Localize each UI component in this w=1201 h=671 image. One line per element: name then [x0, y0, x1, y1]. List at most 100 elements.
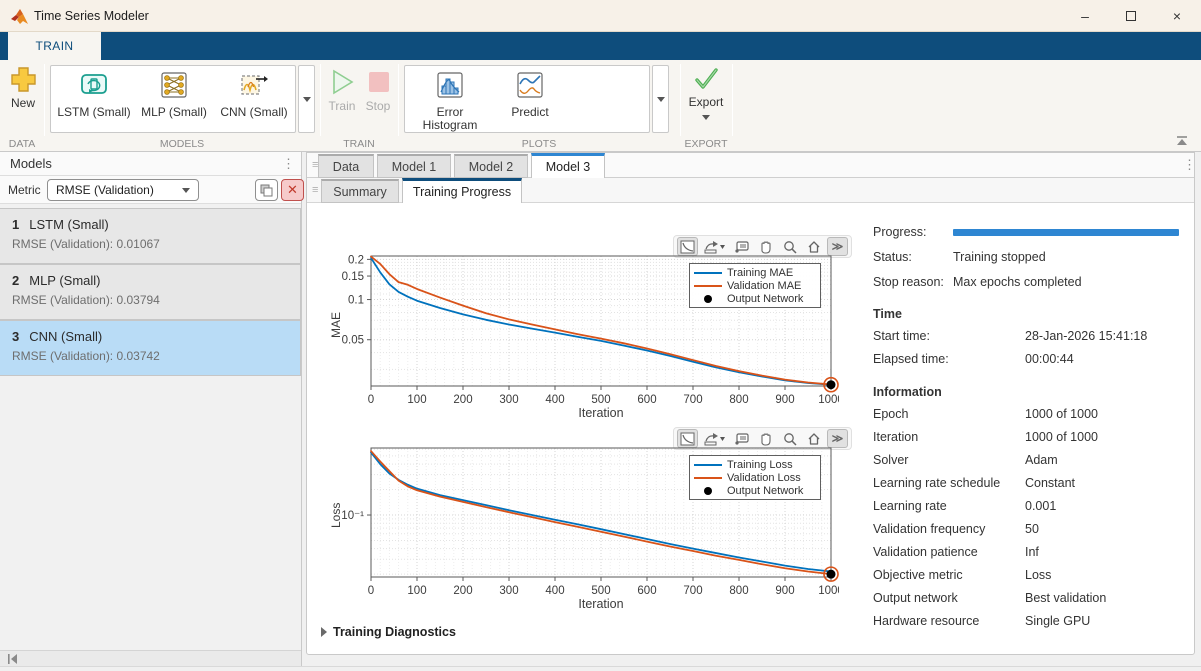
- svg-text:200: 200: [453, 585, 472, 597]
- gallery-item-cnn[interactable]: CNN (Small): [211, 70, 297, 130]
- svg-text:300: 300: [499, 394, 518, 406]
- zoom-icon[interactable]: [779, 429, 800, 448]
- svg-text:900: 900: [775, 394, 794, 406]
- elapsed-time-row: Elapsed time: 00:00:44: [873, 352, 1074, 366]
- ribbon-tab-strip: TRAIN: [0, 32, 1201, 60]
- plots-gallery-dropdown[interactable]: [652, 65, 669, 133]
- svg-text:Iteration: Iteration: [578, 406, 623, 420]
- panel-menu-icon[interactable]: ⋮: [282, 156, 295, 171]
- models-gallery: LSTM (Small) MLP (Small): [50, 65, 296, 133]
- data-tips-icon[interactable]: [731, 237, 752, 256]
- delete-x-icon: ✕: [287, 182, 298, 197]
- svg-text:500: 500: [591, 394, 610, 406]
- svg-text:0.05: 0.05: [342, 335, 364, 347]
- output-network-marker: [704, 295, 712, 303]
- tab-training-progress[interactable]: Training Progress: [402, 178, 522, 203]
- tab-train[interactable]: TRAIN: [8, 32, 101, 60]
- more-tools-icon[interactable]: ≫: [827, 429, 848, 448]
- svg-text:200: 200: [453, 394, 472, 406]
- duplicate-model-button[interactable]: [255, 179, 278, 201]
- more-tools-icon[interactable]: ≫: [827, 237, 848, 256]
- svg-text:500: 500: [591, 585, 610, 597]
- chart-toolbar: ≫: [673, 235, 852, 258]
- svg-text:400: 400: [545, 585, 564, 597]
- training-diagnostics-label: Training Diagnostics: [333, 625, 456, 639]
- svg-text:100: 100: [407, 394, 426, 406]
- export-button[interactable]: Export: [684, 66, 728, 123]
- zoom-icon[interactable]: [779, 237, 800, 256]
- gallery-item-lstm[interactable]: LSTM (Small): [51, 70, 137, 130]
- maximize-button[interactable]: [1108, 0, 1154, 31]
- tabbar-grip-icon[interactable]: ≡: [312, 184, 319, 196]
- save-plot-icon[interactable]: [677, 237, 698, 256]
- gallery-item-predict[interactable]: Predict: [487, 70, 573, 130]
- panel-collapse-bar[interactable]: [0, 650, 301, 666]
- plots-gallery: Error Histogram Predict: [404, 65, 650, 133]
- models-gallery-dropdown[interactable]: [298, 65, 315, 133]
- info-row-validation-patience: Validation patience Inf: [873, 545, 1039, 559]
- restore-view-icon[interactable]: [803, 429, 824, 448]
- time-section-header: Time: [873, 307, 902, 321]
- svg-text:0.2: 0.2: [348, 254, 364, 266]
- window-bottom-edge: [0, 666, 1201, 671]
- loss-chart[interactable]: 0 100 200 300 400 500 600 700 800 900 1000 10⁻¹ Iter…: [333, 441, 839, 613]
- status-row: Status: Training stopped: [873, 250, 1046, 264]
- pan-icon[interactable]: [755, 237, 776, 256]
- info-row-iteration: Iteration 1000 of 1000: [873, 430, 1098, 444]
- gallery-item-error-histogram[interactable]: Error Histogram: [407, 70, 493, 132]
- info-row-lr-schedule: Learning rate schedule Constant: [873, 476, 1076, 490]
- info-row-epoch: Epoch 1000 of 1000: [873, 407, 1098, 421]
- model-list-item-lstm[interactable]: 1 LSTM (Small) RMSE (Validation): 0.01067: [0, 208, 301, 264]
- model-list-item-mlp[interactable]: 2 MLP (Small) RMSE (Validation): 0.03794: [0, 264, 301, 320]
- collapse-ribbon-icon[interactable]: [1174, 134, 1190, 148]
- pan-icon[interactable]: [755, 429, 776, 448]
- gallery-item-mlp[interactable]: MLP (Small): [131, 70, 217, 130]
- svg-text:600: 600: [637, 394, 656, 406]
- loss-chart-legend: Training Loss Validation Loss Output Net…: [689, 455, 821, 500]
- info-row-solver: Solver Adam: [873, 453, 1058, 467]
- tab-model-2[interactable]: Model 2: [454, 154, 528, 178]
- metric-dropdown[interactable]: RMSE (Validation): [47, 179, 199, 201]
- tab-data[interactable]: Data: [318, 154, 374, 178]
- toolbar-divider: [44, 64, 45, 136]
- stop-button[interactable]: Stop: [360, 68, 396, 113]
- restore-view-icon[interactable]: [803, 237, 824, 256]
- progress-row: Progress:: [873, 225, 1191, 245]
- info-row-hardware-resource: Hardware resource Single GPU: [873, 614, 1091, 628]
- delete-model-button[interactable]: ✕: [281, 179, 304, 201]
- tabbar-grip-icon[interactable]: ≡: [312, 159, 319, 171]
- new-plus-icon: [10, 67, 36, 92]
- tabbar-menu-icon[interactable]: ⋮: [1183, 157, 1196, 172]
- svg-text:1000: 1000: [818, 585, 839, 597]
- view-tab-bar: ≡ Summary Training Progress: [307, 178, 1194, 203]
- new-button[interactable]: New: [6, 66, 40, 110]
- tab-model-3[interactable]: Model 3: [531, 153, 605, 178]
- mae-chart[interactable]: 0 100 200 300 400 500 600 700 800 900 1000 0.05 0.1 0…: [333, 249, 839, 421]
- models-panel: Models ⋮ Metric RMSE (Validation) ✕ 1 LST…: [0, 152, 304, 666]
- metric-row: Metric RMSE (Validation) ✕: [0, 176, 304, 204]
- train-button[interactable]: Train: [324, 68, 360, 113]
- info-row-objective-metric: Objective metric Loss: [873, 568, 1052, 582]
- tab-summary[interactable]: Summary: [321, 179, 399, 203]
- training-diagnostics-expander[interactable]: Training Diagnostics: [321, 625, 456, 639]
- toolbar-divider: [320, 64, 321, 136]
- tab-model-1[interactable]: Model 1: [377, 154, 451, 178]
- model-list-item-cnn[interactable]: 3 CNN (Small) RMSE (Validation): 0.03742: [0, 320, 301, 376]
- svg-text:600: 600: [637, 585, 656, 597]
- svg-text:900: 900: [775, 585, 794, 597]
- export-icon[interactable]: [701, 429, 728, 448]
- section-label-train: TRAIN: [343, 138, 375, 150]
- svg-text:800: 800: [729, 394, 748, 406]
- data-tips-icon[interactable]: [731, 429, 752, 448]
- svg-text:0: 0: [368, 585, 374, 597]
- minimize-button[interactable]: –: [1081, 7, 1089, 24]
- close-button[interactable]: ×: [1172, 7, 1182, 24]
- toolbar-divider: [732, 64, 733, 136]
- stop-reason-row: Stop reason: Max epochs completed: [873, 275, 1082, 289]
- section-label-models: MODELS: [159, 138, 205, 150]
- chevron-down-icon: [702, 115, 710, 120]
- export-icon[interactable]: [701, 237, 728, 256]
- chevron-down-icon: [302, 96, 311, 102]
- toolbar-divider: [398, 64, 399, 136]
